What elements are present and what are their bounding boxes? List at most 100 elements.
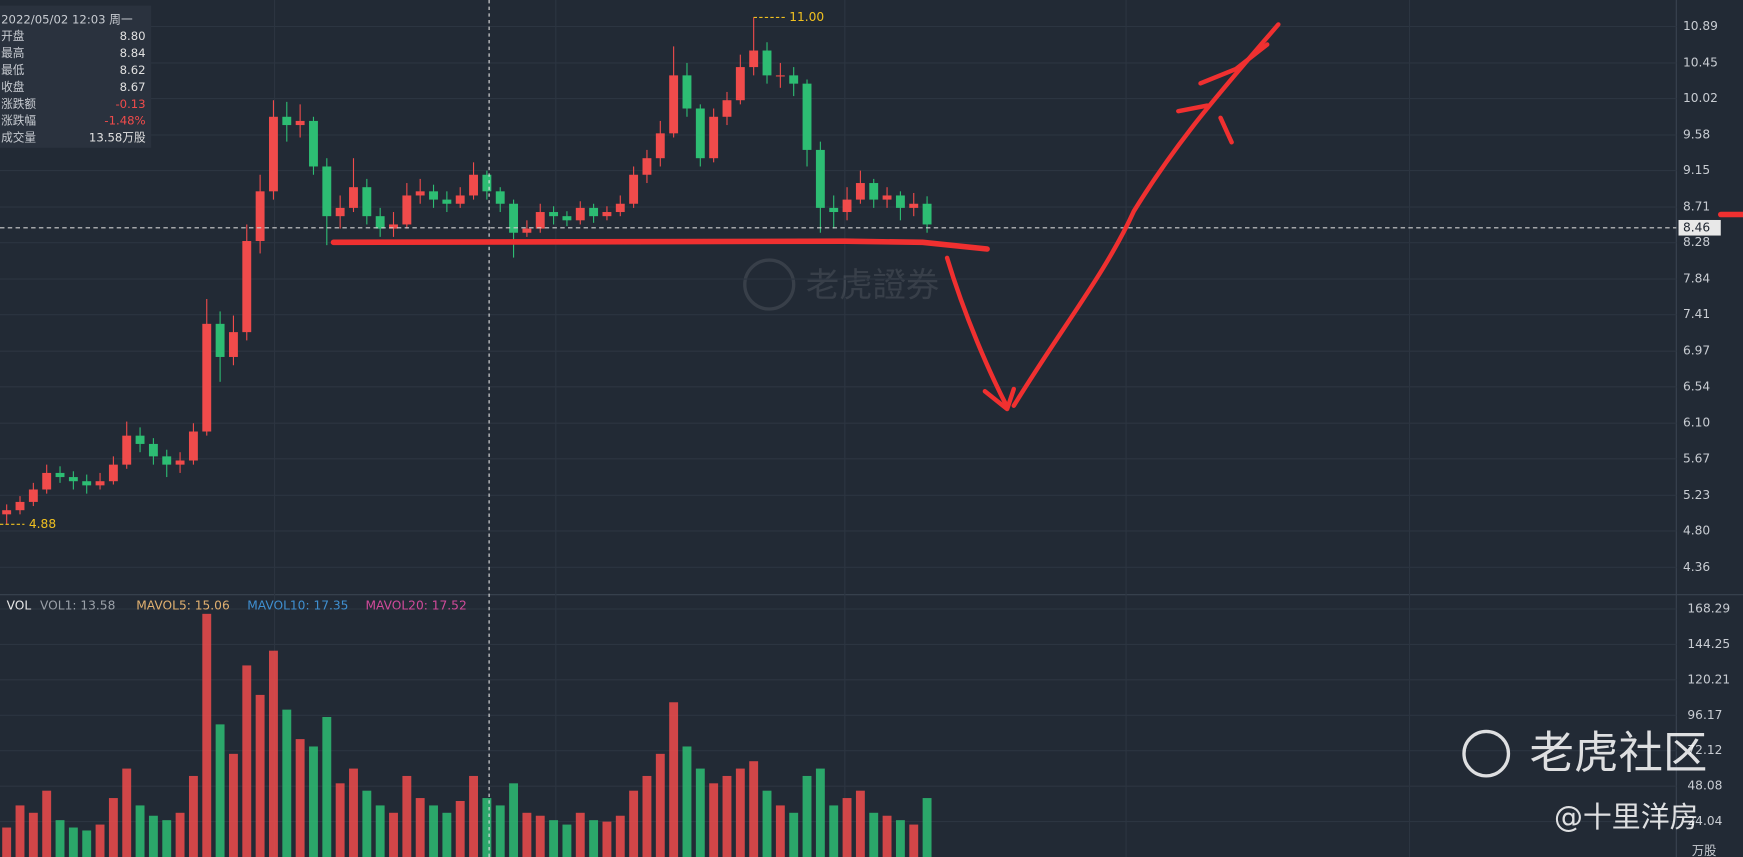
y-tick-label: 120.21 (1687, 672, 1730, 686)
candle-body (295, 120, 305, 126)
candle-body (402, 195, 412, 225)
annotations (330, 22, 1743, 412)
y-tick-label: 72.12 (1687, 743, 1722, 757)
volume-bar (362, 790, 372, 857)
info-label: 最高 (1, 46, 24, 60)
candle-body (655, 133, 665, 159)
volume-bar (895, 820, 905, 857)
volume-legend: VOL VOL1: 13.58 MAVOL5: 15.06 MAVOL10: 17.… (7, 598, 467, 612)
candle-body (495, 191, 505, 204)
candle-body (909, 203, 919, 208)
volume-bar (695, 768, 705, 857)
volume-bar (682, 746, 692, 857)
support-line (330, 238, 990, 252)
candle-body (335, 207, 345, 217)
candle-body (629, 174, 639, 204)
volume-bar (775, 805, 785, 857)
candle-body (775, 75, 785, 77)
candle-body (108, 464, 118, 482)
candle-body (255, 191, 265, 242)
y-tick-label: 7.41 (1683, 307, 1710, 321)
candle-body (895, 195, 905, 208)
volume-bar (415, 798, 425, 857)
candle-body (202, 323, 212, 432)
candle-body (269, 116, 278, 192)
info-label: 最低 (1, 63, 25, 77)
candle-body (215, 323, 225, 357)
info-value: 8.84 (120, 46, 146, 60)
y-tick-label: 24.04 (1687, 814, 1722, 828)
volume-bar (215, 724, 225, 857)
volume-bar (68, 827, 78, 857)
volume-bar (228, 753, 238, 857)
volume-bar (442, 812, 452, 857)
y-tick-label: 5.67 (1683, 451, 1710, 465)
volume-bar (855, 790, 865, 857)
candle-body (148, 443, 158, 457)
down-arrow (944, 255, 1010, 410)
high-label: 11.00 (789, 10, 824, 24)
volume-bar (28, 812, 38, 857)
legend-entry: VOL1: 13.58 (40, 598, 115, 612)
watermark-logo (1462, 729, 1511, 778)
candle-body (135, 435, 145, 444)
candle-body (309, 120, 318, 167)
volume-bar (549, 820, 559, 857)
candle-body (722, 100, 732, 117)
volume-bar (162, 820, 172, 857)
candle-body (842, 199, 852, 213)
candle-body (695, 108, 705, 159)
candle-body (15, 501, 25, 511)
y-tick-label: 6.54 (1683, 379, 1710, 393)
arrow-marks (1176, 103, 1234, 145)
candle-body (82, 481, 92, 486)
volume-bar (42, 790, 52, 857)
candle-body (415, 191, 425, 196)
volume-bar (522, 812, 532, 857)
watermark-logo (743, 258, 796, 311)
volume-bar (282, 709, 292, 857)
candle-body (575, 207, 585, 221)
volume-bar (709, 783, 719, 857)
volume-bar (429, 805, 438, 857)
y-tick-label: 9.58 (1683, 128, 1710, 142)
y-tick-label: 5.23 (1683, 488, 1710, 502)
info-value: 13.58万股 (89, 131, 146, 145)
candle-body (615, 203, 625, 213)
volume-bar (202, 613, 212, 857)
volume-bar (869, 812, 879, 857)
volume-bar (829, 805, 839, 857)
y-tick-label: 4.80 (1683, 523, 1710, 537)
y-tick-label: 7.84 (1683, 272, 1710, 286)
y-tick-label: 10.45 (1683, 55, 1718, 69)
volume-bar (469, 775, 478, 857)
volume-unit: 万股 (1692, 844, 1716, 857)
volume-bar (188, 775, 198, 857)
candle-body (642, 158, 652, 175)
candle-body (762, 50, 772, 76)
y-tick-label: 9.15 (1683, 163, 1710, 177)
info-value: 8.62 (120, 63, 146, 77)
candle-body (882, 195, 892, 200)
volume-bar (255, 694, 265, 857)
candle-body (322, 166, 332, 217)
info-bg (0, 5, 152, 148)
volume-bar (629, 790, 639, 857)
candle-body (549, 212, 559, 217)
y-tick-label: 4.36 (1683, 560, 1710, 574)
candle-body (455, 195, 465, 204)
volume-bar (242, 665, 252, 857)
candle-body (735, 67, 745, 101)
volume-bar (108, 798, 118, 857)
candle-body (2, 510, 12, 515)
up-arrowhead (1198, 42, 1270, 86)
watermark: 老虎證券 (806, 265, 939, 304)
volume-bar (802, 775, 812, 857)
volume-bar (15, 805, 25, 857)
volume-bar (789, 812, 799, 857)
volume-bar (762, 790, 772, 857)
candle-body (362, 187, 372, 217)
volume-bar (55, 820, 65, 857)
y-tick-label: 10.02 (1683, 91, 1718, 105)
